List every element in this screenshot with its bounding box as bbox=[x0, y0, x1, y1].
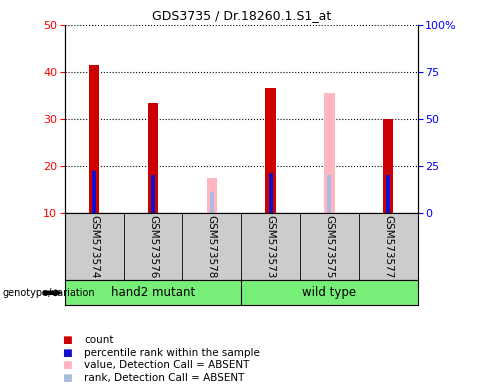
Text: GSM573574: GSM573574 bbox=[89, 215, 99, 278]
Title: GDS3735 / Dr.18260.1.S1_at: GDS3735 / Dr.18260.1.S1_at bbox=[152, 9, 331, 22]
Text: ■: ■ bbox=[62, 348, 72, 358]
Bar bbox=[148, 103, 158, 213]
Bar bbox=[383, 119, 394, 213]
Text: genotype/variation: genotype/variation bbox=[2, 288, 95, 298]
Text: GSM573578: GSM573578 bbox=[207, 215, 217, 278]
Text: GSM573577: GSM573577 bbox=[383, 215, 393, 278]
Text: GSM573575: GSM573575 bbox=[324, 215, 335, 278]
Bar bbox=[210, 192, 214, 213]
Bar bbox=[386, 175, 390, 213]
Text: wild type: wild type bbox=[302, 286, 357, 299]
Text: rank, Detection Call = ABSENT: rank, Detection Call = ABSENT bbox=[84, 373, 244, 383]
Bar bbox=[151, 175, 155, 213]
Bar bbox=[265, 88, 276, 213]
Text: percentile rank within the sample: percentile rank within the sample bbox=[84, 348, 260, 358]
Bar bbox=[206, 178, 217, 213]
Text: ■: ■ bbox=[62, 373, 72, 383]
Bar bbox=[324, 93, 335, 213]
Text: count: count bbox=[84, 335, 113, 345]
Bar bbox=[89, 65, 99, 213]
Text: GSM573573: GSM573573 bbox=[265, 215, 276, 278]
Bar bbox=[327, 175, 332, 213]
Text: hand2 mutant: hand2 mutant bbox=[111, 286, 195, 299]
Bar bbox=[268, 173, 273, 213]
Text: value, Detection Call = ABSENT: value, Detection Call = ABSENT bbox=[84, 360, 250, 370]
Text: ■: ■ bbox=[62, 335, 72, 345]
Text: GSM573576: GSM573576 bbox=[148, 215, 158, 278]
Text: ■: ■ bbox=[62, 360, 72, 370]
Bar bbox=[92, 171, 96, 213]
